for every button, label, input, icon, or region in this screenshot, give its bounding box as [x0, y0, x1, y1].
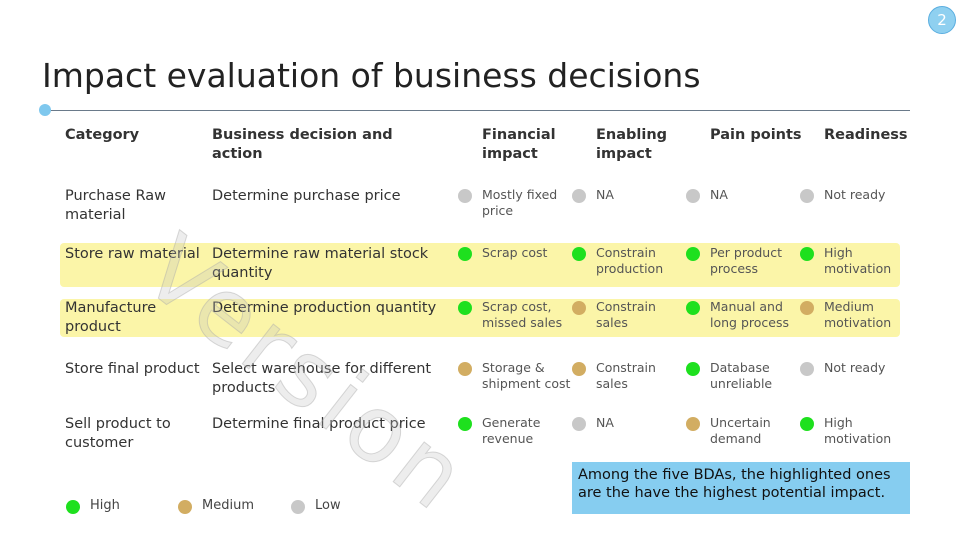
rating-text: Mostly fixed price: [482, 187, 558, 218]
rating-dot: [458, 301, 472, 315]
rating-text: Constrain sales: [596, 299, 656, 330]
rating-dot: [800, 247, 814, 261]
legend-label: High: [90, 498, 120, 513]
column-header: Financial impact: [482, 127, 556, 162]
rating-text: Generate revenue: [482, 415, 541, 446]
column-header: Category: [65, 127, 140, 143]
rating-dot: [686, 301, 700, 315]
decision: Select warehouse for different products: [212, 361, 432, 396]
rating-text: High motivation: [824, 415, 892, 446]
rating-dot: [686, 247, 700, 261]
decision: Determine final product price: [212, 416, 426, 432]
row-highlight: [60, 299, 900, 337]
legend-dot: [178, 500, 192, 514]
rating-dot: [800, 189, 814, 203]
rating-text: Not ready: [824, 187, 886, 202]
rating-dot: [572, 301, 586, 315]
rating-text: Constrain sales: [596, 360, 656, 391]
rating-dot: [572, 247, 586, 261]
rating-dot: [458, 247, 472, 261]
rating-text: Uncertain demand: [710, 415, 771, 446]
legend-label: Low: [315, 498, 341, 513]
rating-text: High motivation: [824, 245, 892, 276]
rule-dot: [39, 104, 51, 116]
column-header: Enabling impact: [596, 127, 668, 162]
rating-dot: [458, 362, 472, 376]
legend-dot: [66, 500, 80, 514]
rating-text: Constrain production: [596, 245, 664, 276]
category: Store raw material: [65, 246, 200, 262]
rating-text: NA: [710, 187, 728, 202]
rating-dot: [458, 417, 472, 431]
category: Sell product to customer: [65, 416, 171, 451]
rating-dot: [686, 189, 700, 203]
row-highlight: [60, 243, 900, 287]
rating-dot: [686, 417, 700, 431]
rating-dot: [686, 362, 700, 376]
rating-text: NA: [596, 415, 614, 430]
rating-dot: [572, 417, 586, 431]
category: Manufacture product: [65, 300, 157, 335]
legend-dot: [291, 500, 305, 514]
rating-dot: [572, 189, 586, 203]
category: Store final product: [65, 361, 200, 377]
column-header: Business decision and action: [212, 127, 393, 162]
rating-dot: [572, 362, 586, 376]
rating-text: Scrap cost: [482, 245, 548, 260]
rating-dot: [458, 189, 472, 203]
decision: Determine production quantity: [212, 300, 437, 316]
page-number: 2: [928, 6, 956, 34]
rating-text: Scrap cost, missed sales: [482, 299, 563, 330]
column-header: Pain points: [710, 127, 802, 143]
legend-label: Medium: [202, 498, 254, 513]
decision: Determine raw material stock quantity: [212, 246, 429, 281]
rating-dot: [800, 417, 814, 431]
rating-dot: [800, 301, 814, 315]
rating-text: NA: [596, 187, 614, 202]
title: Impact evaluation of business decisions: [42, 56, 701, 95]
rating-text: Storage & shipment cost: [482, 360, 571, 391]
rating-text: Database unreliable: [710, 360, 773, 391]
callout: Among the five BDAs, the highlighted one…: [572, 462, 910, 514]
rating-text: Per product process: [710, 245, 782, 276]
rating-dot: [800, 362, 814, 376]
rating-text: Medium motivation: [824, 299, 892, 330]
column-header: Readiness: [824, 127, 908, 143]
rating-text: Manual and long process: [710, 299, 789, 330]
rating-text: Not ready: [824, 360, 886, 375]
category: Purchase Raw material: [65, 188, 166, 223]
title-rule: [45, 110, 910, 111]
decision: Determine purchase price: [212, 188, 401, 204]
